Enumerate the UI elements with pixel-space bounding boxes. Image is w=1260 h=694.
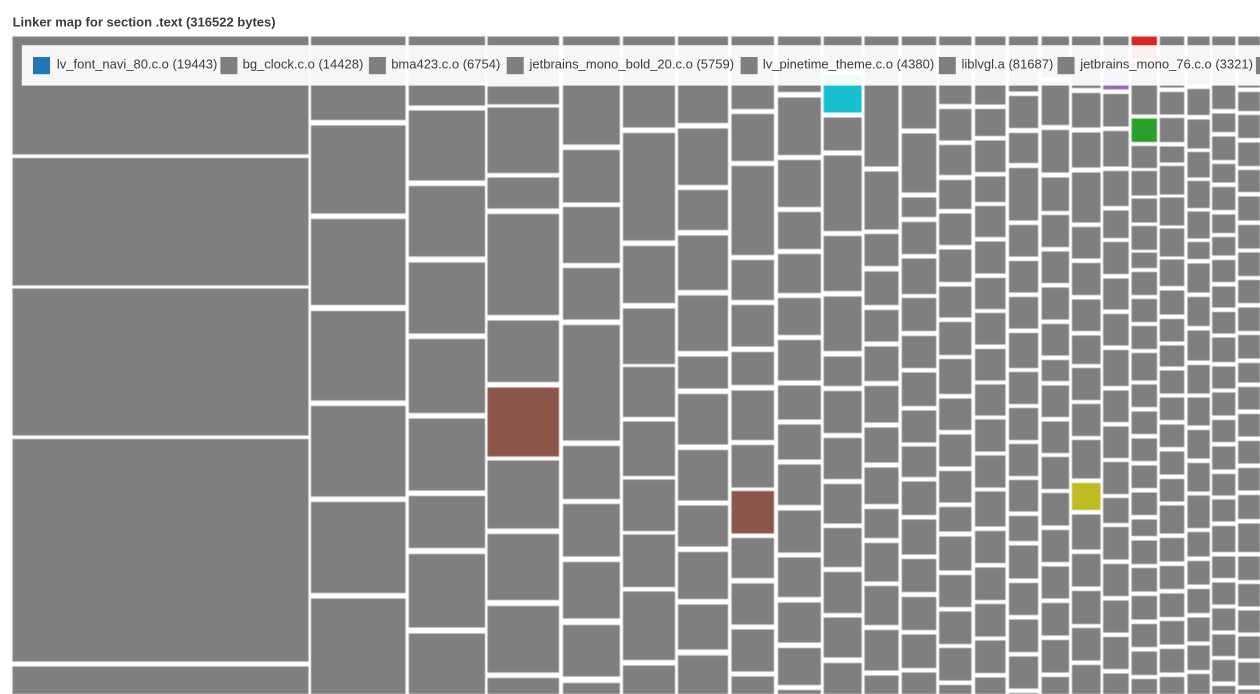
svg-text:lv_pinetime_theme.c.o (4380): lv_pinetime_theme.c.o (4380) [763, 57, 934, 72]
svg-text:liblvgl.a (81687): liblvgl.a (81687) [962, 57, 1054, 72]
svg-text:Linker map for section .text (: Linker map for section .text (316522 byt… [13, 15, 276, 30]
svg-text:bg_clock.c.o (14428): bg_clock.c.o (14428) [243, 57, 364, 72]
svg-text:jetbrains_mono_76.c.o (3321): jetbrains_mono_76.c.o (3321) [1079, 57, 1253, 72]
svg-text:lv_font_navi_80.c.o (19443): lv_font_navi_80.c.o (19443) [57, 57, 217, 72]
svg-text:jetbrains_mono_bold_20.c.o (57: jetbrains_mono_bold_20.c.o (5759) [529, 57, 735, 72]
svg-text:bma423.c.o (6754): bma423.c.o (6754) [391, 57, 500, 72]
